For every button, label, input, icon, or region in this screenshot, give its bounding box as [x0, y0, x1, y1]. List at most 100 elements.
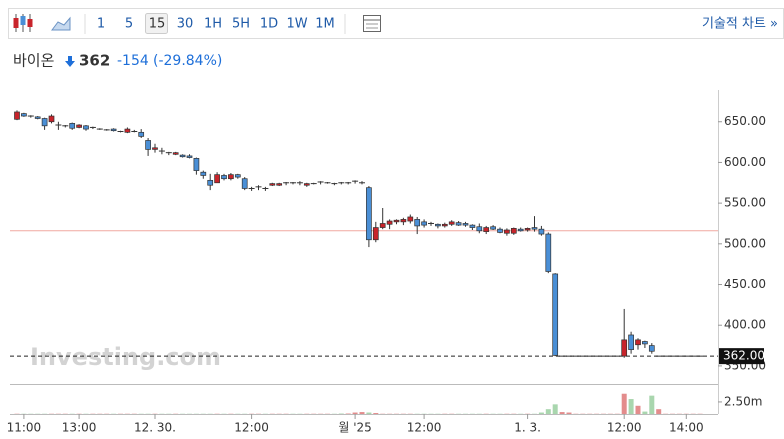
candle-body: [379, 223, 386, 228]
candle-body: [552, 273, 559, 356]
candle-body: [621, 339, 628, 357]
candle-body: [152, 147, 158, 150]
y-tick-label: 600.00: [724, 155, 766, 169]
interval-group: 1 5 15 30 1H 5H 1D 1W 1M: [97, 17, 335, 32]
price: 362: [79, 52, 110, 70]
candle-body: [483, 227, 490, 232]
candle-body: [276, 183, 283, 186]
candle-body: [393, 219, 400, 223]
y-tick-label: 400.00: [724, 318, 766, 332]
candle-body: [435, 223, 441, 227]
interval-button[interactable]: 5: [125, 17, 133, 32]
candle-body: [110, 128, 117, 132]
candle-body: [241, 178, 248, 189]
volume-bar: [373, 413, 379, 414]
interval-button[interactable]: 15: [149, 17, 166, 32]
candle-body: [228, 174, 234, 180]
volume-bar: [359, 412, 365, 414]
candle-body: [234, 174, 241, 178]
area-icon[interactable]: [51, 16, 71, 31]
candle-body: [490, 226, 496, 230]
candle-body: [221, 175, 227, 180]
candle-body: [524, 228, 531, 231]
volume-bar: [559, 412, 565, 414]
candle-body: [200, 171, 207, 176]
candle-body: [269, 183, 276, 186]
last-price-label: 362.00: [723, 349, 765, 363]
candle-body: [648, 345, 655, 352]
volume-tick-label: 2.50m: [724, 394, 762, 408]
volume-bar: [635, 405, 641, 414]
volume-bar: [538, 412, 544, 414]
candle-body: [179, 154, 186, 158]
candle-body: [476, 226, 483, 232]
candle-body: [214, 174, 220, 184]
interval-button[interactable]: 1H: [204, 17, 222, 32]
x-tick-label: 11:00: [7, 421, 42, 435]
candle-body: [14, 111, 20, 120]
tech-chart-link[interactable]: 기술적 차트 »: [702, 17, 778, 32]
candle-body: [628, 334, 634, 350]
y-tick-label: 650.00: [724, 114, 766, 128]
y-tick-label: 500.00: [724, 236, 766, 250]
interval-button[interactable]: 1: [97, 17, 105, 32]
candle-body: [193, 158, 200, 171]
candle-body: [497, 228, 503, 233]
volume-bar: [649, 395, 655, 414]
volume-bar: [621, 393, 627, 414]
candle-body: [21, 113, 27, 117]
candle-body: [462, 223, 469, 226]
candle-body: [517, 228, 524, 232]
x-tick-label: 13:00: [62, 421, 97, 435]
volume-bar: [628, 399, 634, 414]
candle-body: [172, 152, 179, 155]
candle-body: [441, 223, 448, 227]
x-tick-label: 12:00: [234, 421, 269, 435]
x-tick-label: 월 '25: [338, 421, 371, 435]
x-tick-label: 12. 30.: [134, 421, 176, 435]
interval-button[interactable]: 1W: [286, 17, 307, 32]
candle-body: [504, 229, 510, 234]
volume-bar: [366, 412, 372, 414]
candle-body: [76, 124, 82, 128]
watermark: Investing.com: [30, 343, 221, 371]
interval-button[interactable]: 1M: [315, 17, 335, 32]
candle-body: [207, 179, 214, 186]
interval-button[interactable]: 30: [177, 17, 194, 32]
candle-body: [366, 187, 372, 241]
candle-body: [642, 341, 648, 345]
volume-bar: [552, 404, 558, 414]
interval-button[interactable]: 5H: [232, 17, 250, 32]
y-tick-label: 450.00: [724, 277, 766, 291]
candle-body: [83, 125, 89, 130]
candle-icon[interactable]: [13, 14, 33, 32]
change: -154: [117, 53, 149, 69]
candle-body: [138, 131, 145, 137]
volume-bar: [642, 411, 648, 414]
volume-bar: [352, 412, 358, 414]
instrument-name: 바이온: [13, 52, 54, 70]
candle-body: [407, 216, 414, 222]
toolbar: [8, 8, 784, 39]
candle-body: [455, 222, 462, 226]
candle-body: [400, 219, 407, 223]
candle-body: [48, 115, 55, 123]
candle-body: [303, 183, 310, 186]
table-icon[interactable]: [363, 15, 381, 32]
volume-bar: [566, 412, 572, 414]
down-arrow: [65, 56, 75, 67]
candle-body: [538, 228, 545, 235]
x-tick-label: 1. 3.: [514, 421, 541, 435]
active-interval-box: [145, 13, 168, 34]
interval-button[interactable]: 1D: [260, 17, 278, 32]
candle-body: [41, 118, 48, 127]
candle-body: [635, 339, 641, 346]
candle-body: [414, 219, 421, 227]
candle-body: [124, 128, 131, 133]
candle-body: [372, 227, 379, 241]
volume-bar: [656, 409, 662, 414]
candle-body: [69, 123, 76, 129]
volume-bar: [545, 409, 551, 414]
y-tick-label: 550.00: [724, 196, 766, 210]
